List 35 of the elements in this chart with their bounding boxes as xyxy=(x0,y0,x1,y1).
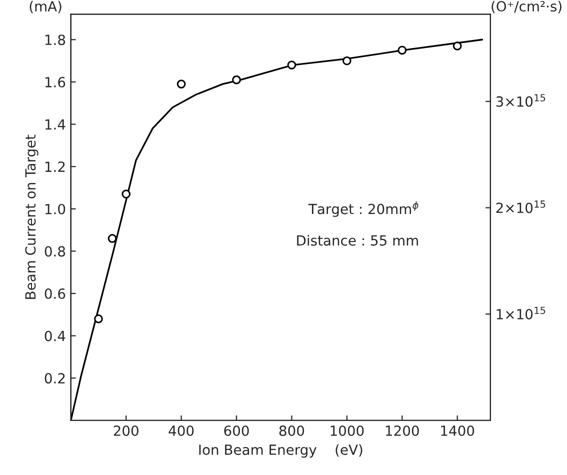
x-tick-label: 200 xyxy=(114,425,138,436)
point xyxy=(232,75,241,84)
y-tick-label: 0.4 xyxy=(44,330,66,342)
x-axis-title: Ion Beam Energy (eV) xyxy=(199,444,362,458)
y-axis-title: Beam Current on Target xyxy=(25,134,38,299)
y-tick-label: 1.6 xyxy=(45,76,66,88)
text: (mA) xyxy=(30,0,62,14)
y-tick-label: 0.8 xyxy=(44,246,66,257)
x-tick-label: 1400 xyxy=(441,425,474,436)
point xyxy=(452,42,462,50)
annotation: Target : 20mm$^{ϕ}$ xyxy=(308,201,418,217)
point xyxy=(398,46,407,55)
x-tick-label: 600 xyxy=(224,425,249,436)
x-tick-label: 800 xyxy=(279,425,304,436)
x-tick-label: 400 xyxy=(168,425,194,436)
point xyxy=(176,80,186,88)
point xyxy=(287,60,296,70)
annotation: Distance : 55 mm xyxy=(297,234,418,246)
y2-tick-label: 1×10$^{15}$ xyxy=(496,306,546,320)
y-tick-label: 0.2 xyxy=(44,373,65,384)
point xyxy=(342,56,352,66)
x-tick-label: 1200 xyxy=(386,425,419,436)
y2-axis-title: (O⁺/cm²·s) xyxy=(492,0,562,14)
y-tick-label: 0.6 xyxy=(44,288,66,299)
point xyxy=(94,314,103,324)
y-tick-label: 1.4 xyxy=(45,119,66,130)
x-tick-label: 1000 xyxy=(330,425,364,436)
y2-tick-label: 2×10$^{15}$ xyxy=(496,200,546,214)
point xyxy=(122,190,131,198)
point xyxy=(108,234,117,243)
y-tick-label: 1.8 xyxy=(45,34,66,46)
y-tick-label: 1.0 xyxy=(45,204,66,214)
line-series xyxy=(70,38,484,420)
y-tick-label: 1.2 xyxy=(45,162,65,172)
y2-tick-label: 3×10$^{15}$ xyxy=(496,94,546,107)
